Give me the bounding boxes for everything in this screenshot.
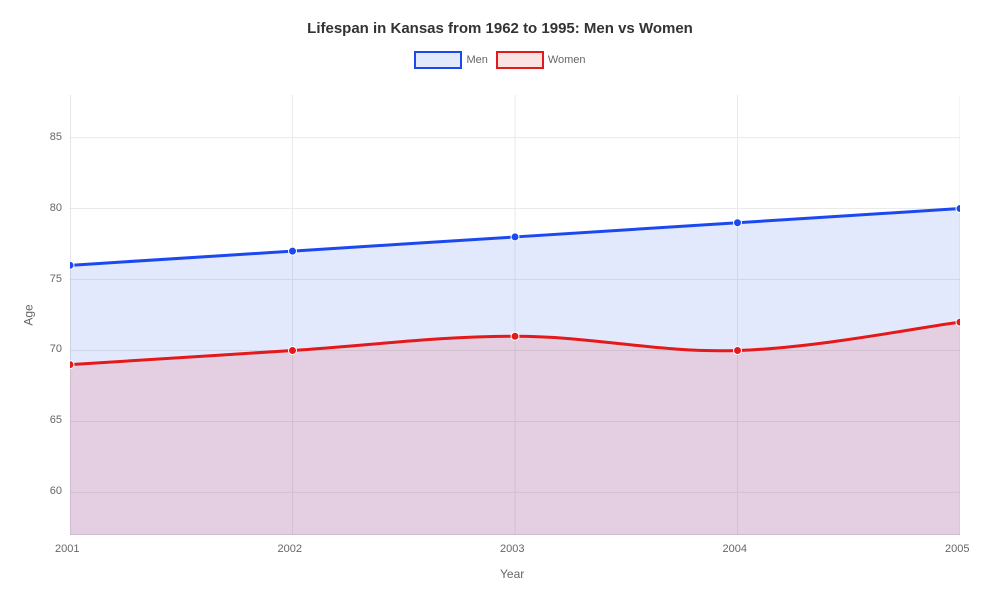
x-tick-label: 2004 bbox=[723, 543, 747, 555]
y-tick-label: 80 bbox=[50, 202, 62, 214]
chart-svg bbox=[70, 95, 960, 535]
y-tick-label: 70 bbox=[50, 343, 62, 355]
y-tick-label: 85 bbox=[50, 131, 62, 143]
legend-label-women: Women bbox=[548, 54, 586, 66]
x-tick-label: 2001 bbox=[55, 543, 79, 555]
y-axis-label: Age bbox=[22, 304, 36, 325]
legend-label-men: Men bbox=[466, 54, 487, 66]
legend-item-women[interactable]: Women bbox=[496, 51, 586, 69]
chart-title: Lifespan in Kansas from 1962 to 1995: Me… bbox=[0, 0, 1000, 37]
x-tick-label: 2002 bbox=[278, 543, 302, 555]
legend-swatch-men bbox=[414, 51, 462, 69]
chart-container: Lifespan in Kansas from 1962 to 1995: Me… bbox=[0, 0, 1000, 600]
plot-area bbox=[70, 95, 960, 535]
legend: Men Women bbox=[0, 51, 1000, 69]
y-tick-label: 65 bbox=[50, 414, 62, 426]
y-tick-label: 60 bbox=[50, 485, 62, 497]
legend-swatch-women bbox=[496, 51, 544, 69]
x-tick-label: 2005 bbox=[945, 543, 969, 555]
x-tick-label: 2003 bbox=[500, 543, 524, 555]
y-tick-label: 75 bbox=[50, 273, 62, 285]
legend-item-men[interactable]: Men bbox=[414, 51, 487, 69]
x-axis-label: Year bbox=[500, 567, 524, 581]
